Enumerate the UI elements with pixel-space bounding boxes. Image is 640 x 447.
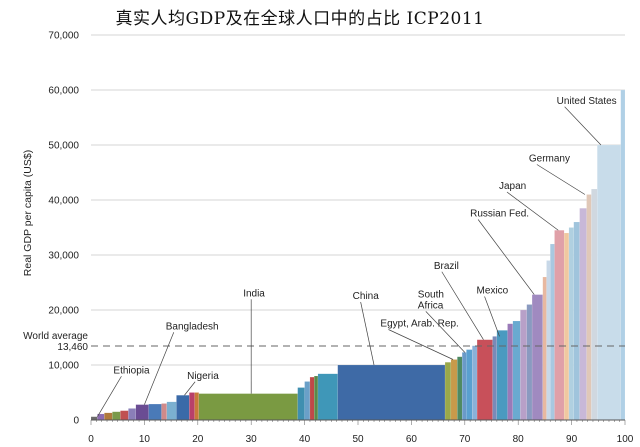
bar [476, 339, 493, 421]
x-tick-label: 60 [406, 434, 418, 445]
annotation-leader [484, 296, 500, 337]
annotation-label: Ethiopia [113, 365, 150, 376]
y-tick-label: 10,000 [48, 361, 79, 372]
bar [297, 387, 305, 421]
chart-title: 真实人均GDP及在全球人口中的占比 ICP2011 [115, 9, 485, 29]
bar [194, 392, 200, 421]
annotation-label: Mexico [477, 286, 509, 297]
y-tick-label: 0 [73, 416, 79, 427]
bar [317, 373, 338, 421]
bar [466, 349, 473, 421]
annotation-label: South Africa [418, 289, 444, 311]
annotation-leader [477, 219, 535, 295]
annotation-label: Japan [499, 181, 526, 192]
bar [620, 89, 626, 421]
bar [507, 323, 514, 421]
bar [586, 194, 592, 421]
axes: 0 10,000 20,000 30,000 40,000 50,000 60,000 70,… [48, 31, 633, 446]
annotation-leader [144, 332, 175, 405]
annotation-label: China [353, 291, 380, 302]
bar [148, 403, 162, 421]
y-tick-label: 40,000 [48, 196, 79, 207]
bar [112, 411, 121, 421]
annotation-label: United States [557, 96, 617, 107]
annotation-leader [564, 106, 602, 146]
annotation-label: Bangladesh [166, 321, 219, 332]
x-tick-label: 40 [299, 434, 311, 445]
annotations: Ethiopia Bangladesh Nigeria India China Egypt… [97, 96, 617, 417]
bar [492, 336, 497, 421]
x-tick-label: 10 [139, 434, 151, 445]
annotation-leader [97, 376, 122, 417]
y-tick-label: 50,000 [48, 141, 79, 152]
reference-line-label: World average [23, 331, 88, 342]
annotation-label: Nigeria [187, 371, 219, 382]
annotation-label: Germany [529, 154, 570, 165]
bar [135, 404, 149, 421]
annotation-leader [184, 381, 196, 396]
y-tick-label: 60,000 [48, 86, 79, 97]
bar [161, 403, 167, 421]
bar [573, 221, 580, 421]
annotation-leader [536, 164, 586, 195]
annotation-label: Russian Fed. [470, 209, 529, 220]
bar [472, 345, 478, 421]
bar [563, 232, 570, 421]
annotation-label: Egypt, Arab. Rep. [380, 319, 458, 330]
x-tick-label: 100 [617, 434, 634, 445]
x-tick-label: 70 [459, 434, 471, 445]
x-tick-label: 20 [192, 434, 204, 445]
bar [597, 144, 621, 421]
x-tick-label: 50 [352, 434, 364, 445]
bar [579, 208, 587, 421]
y-tick-label: 20,000 [48, 306, 79, 317]
bar [176, 395, 190, 421]
bar [526, 304, 533, 421]
bar [496, 330, 508, 421]
x-tick-label: 90 [566, 434, 578, 445]
y-tick-label: 30,000 [48, 251, 79, 262]
bar [309, 376, 315, 421]
bars [90, 89, 626, 421]
x-tick-label: 0 [88, 434, 94, 445]
x-tick-label: 80 [513, 434, 525, 445]
reference-line-value: 13,460 [57, 342, 88, 353]
bar [457, 356, 463, 421]
bar [128, 408, 137, 421]
bar [189, 392, 195, 421]
bar [198, 393, 298, 421]
bar [546, 260, 551, 421]
bar [568, 227, 574, 421]
annotation-leader [441, 271, 484, 340]
bar [550, 243, 555, 421]
annotation-leader [425, 311, 466, 353]
annotation-label: India [243, 288, 265, 299]
bar [120, 410, 129, 421]
x-tick-label: 30 [246, 434, 258, 445]
bar [461, 352, 467, 421]
bar [304, 381, 311, 421]
annotation-leader [360, 301, 375, 366]
bar [531, 294, 543, 421]
bar [337, 364, 446, 421]
bar [104, 412, 113, 421]
y-axis-label: Real GDP per capita (US$) [22, 150, 34, 276]
annotation-leader [506, 191, 559, 231]
bar [520, 309, 527, 421]
bar [314, 375, 319, 421]
bar [591, 188, 598, 421]
bar [450, 359, 458, 421]
annotation-leader [388, 329, 454, 360]
bar [444, 362, 452, 421]
bar [554, 230, 565, 421]
y-tick-label: 70,000 [48, 31, 79, 42]
annotation-label: Brazil [434, 261, 459, 272]
bar [512, 320, 521, 421]
bar [166, 401, 177, 421]
bar [542, 276, 547, 421]
